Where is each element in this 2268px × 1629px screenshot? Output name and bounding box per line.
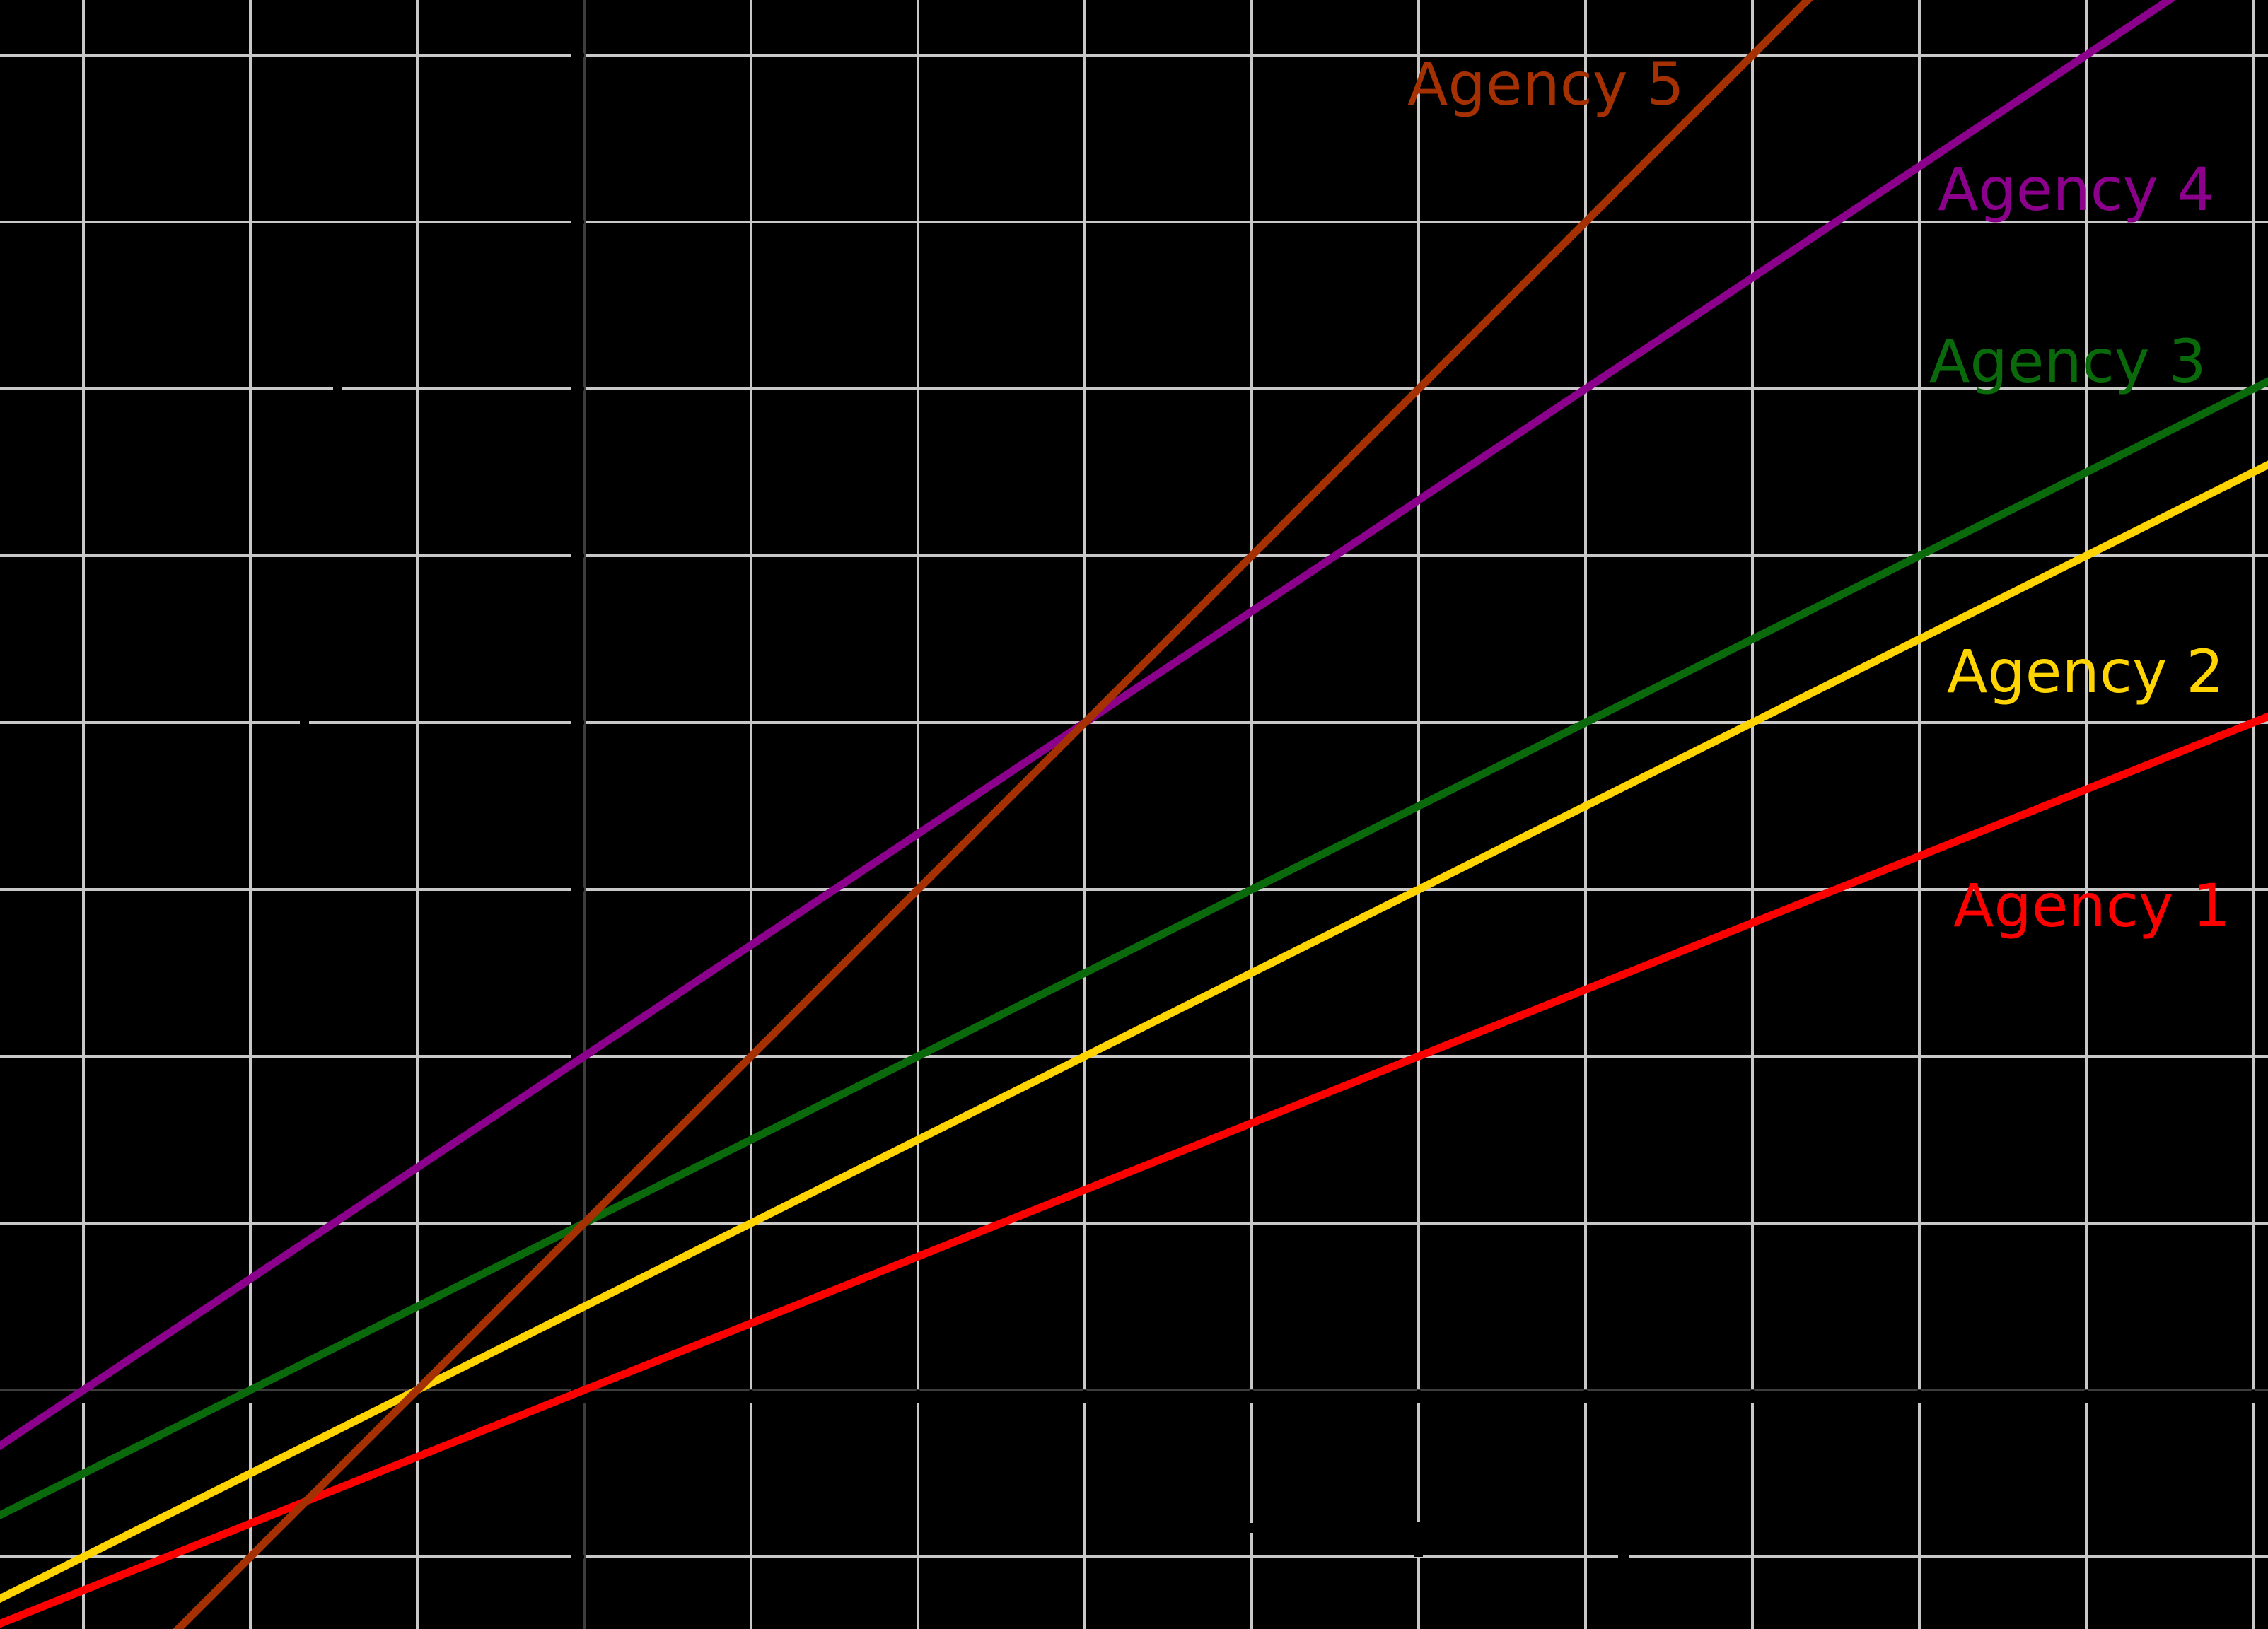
x-axis-tick (1083, 1390, 1087, 1403)
series-label-agency-4: Agency 4 (1938, 155, 2215, 224)
series-label-agency-1: Agency 1 (1953, 871, 2231, 940)
series-label-agency-5: Agency 5 (1407, 49, 1685, 119)
x-axis-tick (1917, 1390, 1921, 1403)
x-axis-tick (2084, 1390, 2088, 1403)
series-line-agency-1 (0, 712, 2268, 1628)
y-axis-tick (571, 720, 584, 725)
x-axis-tick (1583, 1390, 1588, 1403)
hidden-text-fragment (333, 385, 342, 393)
x-axis-tick (749, 1390, 753, 1403)
hidden-text-fragment (1414, 1522, 1423, 1557)
y-axis-tick (571, 387, 584, 391)
series-label-agency-2: Agency 2 (1947, 637, 2224, 706)
y-axis-tick (571, 554, 584, 558)
x-axis-tick (1250, 1390, 1254, 1403)
x-axis-tick (582, 1390, 586, 1403)
hidden-text-fragment (300, 718, 309, 727)
series-line-agency-2 (0, 460, 2268, 1604)
hidden-text-fragment (1618, 1551, 1629, 1561)
series-line-agency-3 (0, 377, 2268, 1520)
y-axis-tick (571, 1555, 584, 1559)
y-axis-tick (571, 887, 584, 892)
hidden-text-fragment (1248, 1523, 1254, 1533)
series-label-agency-3: Agency 3 (1929, 327, 2206, 396)
x-axis-tick (248, 1390, 252, 1403)
y-axis-tick (571, 53, 584, 57)
x-axis-tick (2251, 1390, 2255, 1403)
x-axis-tick (81, 1390, 86, 1403)
y-axis-tick (571, 220, 584, 224)
x-axis-tick (916, 1390, 920, 1403)
series-line-agency-4 (0, 0, 2176, 1451)
x-axis-tick (1750, 1390, 1755, 1403)
x-axis-tick (1417, 1390, 1421, 1403)
x-axis-tick (415, 1390, 419, 1403)
